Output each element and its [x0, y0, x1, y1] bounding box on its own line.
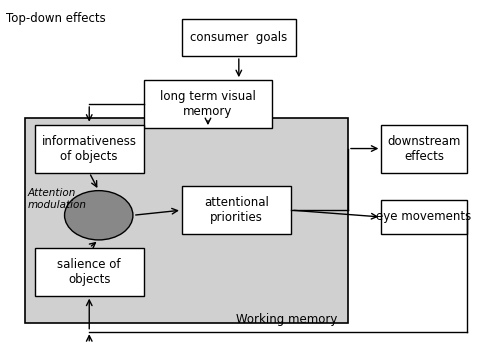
Text: long term visual
memory: long term visual memory	[160, 90, 256, 118]
Text: Working memory: Working memory	[236, 313, 337, 326]
Text: eye movements: eye movements	[377, 210, 471, 224]
Text: downstream
effects: downstream effects	[387, 135, 461, 162]
FancyBboxPatch shape	[381, 200, 467, 234]
Text: attentional
priorities: attentional priorities	[204, 196, 269, 224]
FancyBboxPatch shape	[25, 118, 348, 323]
Text: salience of
objects: salience of objects	[58, 258, 121, 286]
FancyBboxPatch shape	[182, 19, 296, 56]
Text: Top-down effects: Top-down effects	[6, 12, 106, 24]
FancyBboxPatch shape	[144, 80, 272, 128]
FancyBboxPatch shape	[381, 125, 467, 172]
Text: informativeness
of objects: informativeness of objects	[42, 135, 137, 162]
Text: consumer  goals: consumer goals	[190, 31, 287, 44]
Text: Attention
modulation: Attention modulation	[28, 188, 87, 209]
FancyBboxPatch shape	[35, 248, 144, 296]
Circle shape	[64, 191, 133, 240]
FancyBboxPatch shape	[35, 125, 144, 172]
FancyBboxPatch shape	[182, 186, 291, 234]
